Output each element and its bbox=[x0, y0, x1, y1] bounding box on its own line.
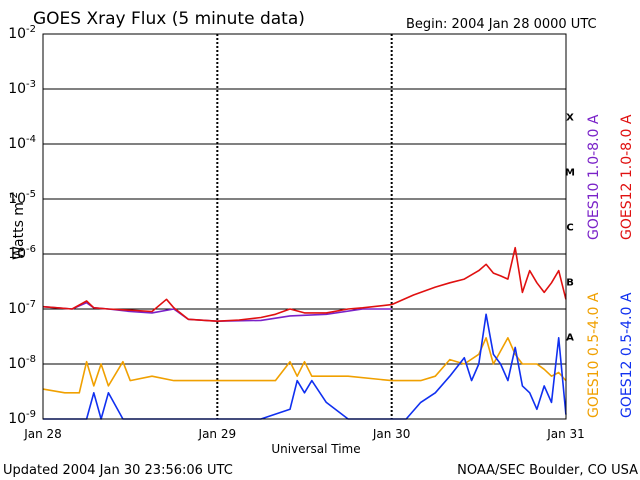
legend-entry: GOES10 1.0-8.0 A bbox=[586, 114, 602, 240]
day-divider-lines bbox=[216, 34, 393, 419]
flare-class-label: A bbox=[566, 333, 574, 344]
x-tick-label: Jan 29 bbox=[198, 427, 237, 441]
y-tick-label: 10-3 bbox=[8, 79, 36, 97]
x-axis-tick-labels: Jan 28 Jan 29 Jan 30 Jan 31 bbox=[23, 427, 585, 441]
decade-grid-lines bbox=[43, 88, 566, 365]
goes12-long-line bbox=[42, 246, 567, 323]
legend: GOES10 1.0-8.0 A GOES12 1.0-8.0 A GOES10 0… bbox=[586, 114, 635, 418]
chart-title: GOES Xray Flux (5 minute data) bbox=[33, 9, 305, 29]
series-lines bbox=[42, 246, 567, 420]
y-tick-label: 10-7 bbox=[8, 299, 36, 317]
y-tick-label: 10-5 bbox=[8, 189, 36, 207]
footer-updated-label: Updated 2004 Jan 30 23:56:06 UTC bbox=[3, 463, 233, 478]
y-tick-label: 10-4 bbox=[8, 134, 36, 152]
flare-class-label: M bbox=[565, 168, 575, 179]
flare-class-labels: X M C B A bbox=[565, 113, 575, 344]
y-axis-label: Watts m-2 bbox=[9, 192, 27, 260]
x-tick-label: Jan 30 bbox=[372, 427, 411, 441]
flare-class-label: C bbox=[566, 223, 573, 234]
begin-date-label: Begin: 2004 Jan 28 0000 UTC bbox=[406, 17, 597, 32]
y-tick-label: 10-8 bbox=[8, 354, 36, 372]
legend-entry: GOES12 0.5-4.0 A bbox=[619, 292, 635, 418]
footer-credit-label: NOAA/SEC Boulder, CO USA bbox=[457, 463, 638, 478]
x-axis-label: Universal Time bbox=[271, 442, 360, 456]
y-tick-label: 10-2 bbox=[8, 24, 36, 42]
y-axis-tick-labels: 10-2 10-3 10-4 10-5 10-6 10-7 10-8 10-9 bbox=[8, 24, 48, 427]
x-tick-label: Jan 28 bbox=[23, 427, 62, 441]
flare-class-label: X bbox=[566, 113, 574, 124]
legend-entry: GOES10 0.5-4.0 A bbox=[586, 292, 602, 418]
y-tick-label: 10-6 bbox=[8, 244, 36, 262]
flare-class-label: B bbox=[566, 278, 574, 289]
goes12-short-line bbox=[43, 313, 567, 420]
y-tick-label: 10-9 bbox=[8, 409, 36, 427]
goes10-long-line bbox=[42, 301, 392, 323]
legend-entry: GOES12 1.0-8.0 A bbox=[619, 114, 635, 240]
goes10-short-line bbox=[42, 336, 567, 394]
x-tick-label: Jan 31 bbox=[546, 427, 585, 441]
plot-area-frame bbox=[42, 33, 567, 420]
